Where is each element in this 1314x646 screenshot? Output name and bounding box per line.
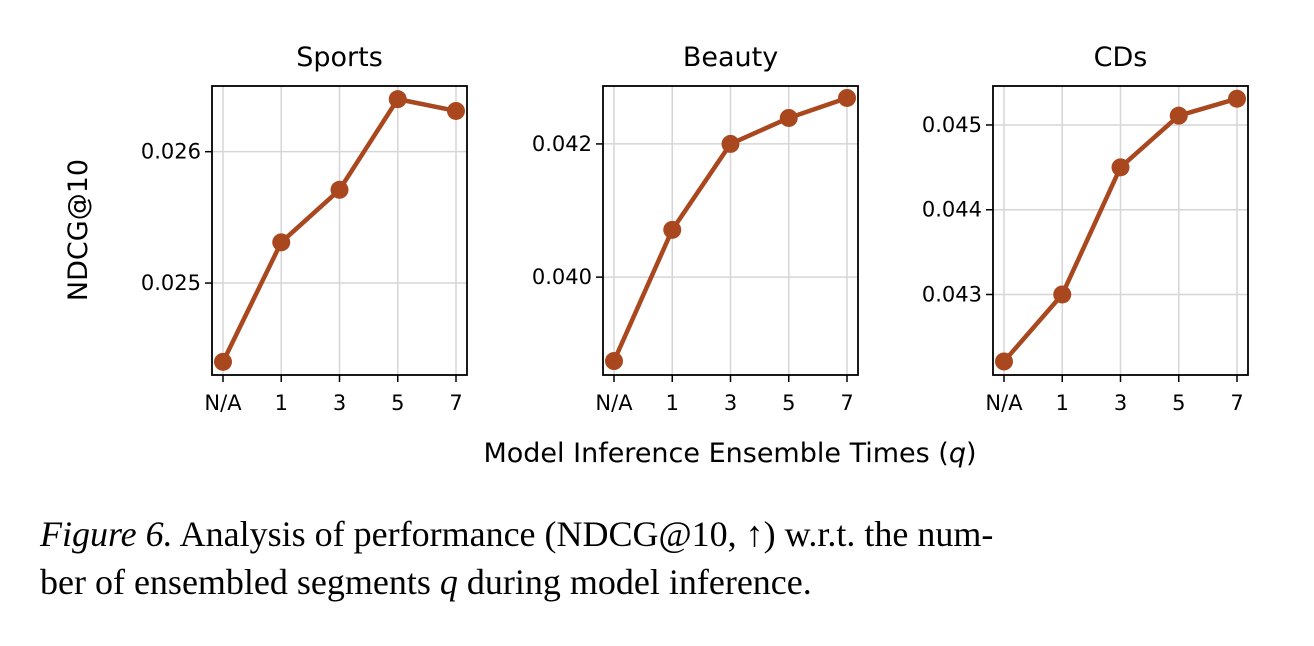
x-tick-label: N/A [204,391,242,415]
x-tick-label: 5 [782,391,795,415]
x-tick-label: 3 [1114,391,1127,415]
plot-frame [602,85,859,376]
y-tick-label: 0.043 [922,282,982,306]
x-tick-label: N/A [595,391,633,415]
figure-caption: Figure 6. Analysis of performance (NDCG@… [40,510,1280,606]
x-axis-label: Model Inference Ensemble Times (q) [483,438,976,469]
x-tick-label: 3 [333,391,346,415]
x-tick-label: 3 [724,391,737,415]
data-point [388,90,407,109]
y-tick-label: 0.026 [141,140,201,164]
data-point [663,220,682,239]
data-point [721,134,740,153]
data-point [214,352,232,371]
caption-text-1: Analysis of performance (NDCG@10, ↑) w.r… [172,514,994,554]
data-point [1053,285,1072,304]
data-point [1228,89,1246,108]
x-tick-label: 1 [666,391,679,415]
x-tick-label: 7 [449,391,462,415]
y-tick-label: 0.040 [532,265,592,289]
data-point [447,101,465,120]
x-tick-label: 5 [391,391,404,415]
panel-title: Sports [296,42,383,73]
panel-title: CDs [1094,42,1148,73]
data-point [605,352,623,371]
y-tick-label: 0.044 [922,198,982,222]
x-tick-label: N/A [985,391,1023,415]
data-point [779,108,798,127]
x-tick-label: 7 [840,391,853,415]
x-tick-label: 5 [1172,391,1185,415]
figure-chart: NDCG@10 Model Inference Ensemble Times (… [63,42,1249,469]
data-point [272,233,291,252]
caption-var: q [439,562,458,602]
data-point [995,352,1013,371]
plot-frame [211,85,468,376]
caption-text-3: during model inference. [457,562,812,602]
y-tick-label: 0.045 [922,113,982,137]
caption-label: Figure 6. [40,514,173,554]
caption-text-2: ber of ensembled segments [40,562,440,602]
y-axis-label: NDCG@10 [63,159,94,301]
x-tick-label: 1 [275,391,288,415]
x-tick-label: 1 [1056,391,1069,415]
plot-frame [992,85,1249,376]
data-point [1169,106,1188,125]
y-tick-label: 0.042 [532,132,592,156]
data-point [838,88,856,107]
y-tick-label: 0.025 [141,271,201,295]
data-point [1111,158,1130,177]
panel-title: Beauty [683,42,778,73]
data-point [330,180,349,199]
x-tick-label: 7 [1230,391,1243,415]
